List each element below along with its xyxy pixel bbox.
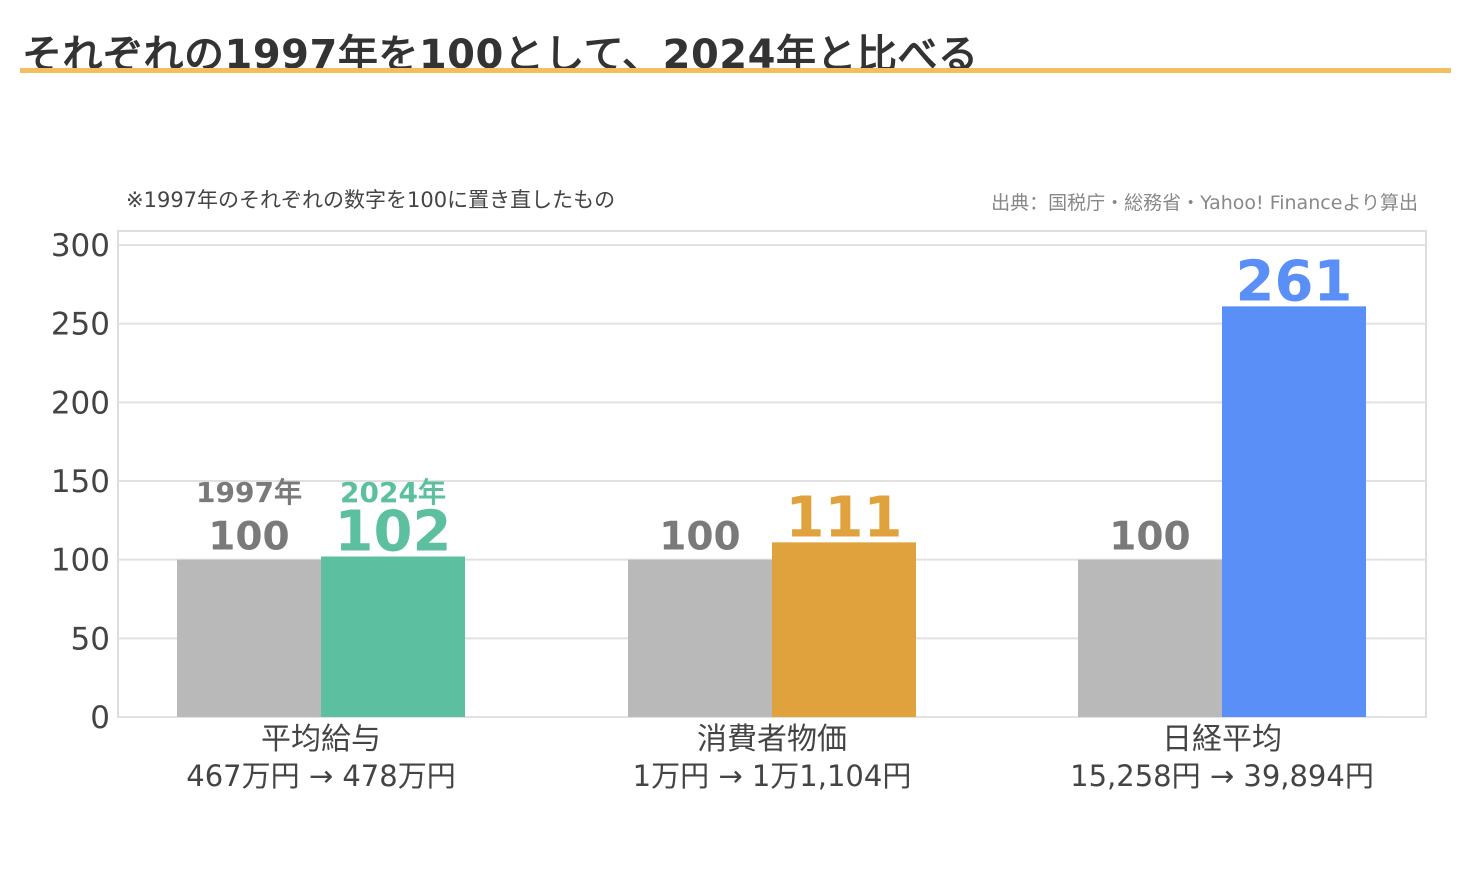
y-tick-label: 300 <box>51 228 110 264</box>
bars <box>177 306 1366 717</box>
bar-2024-0 <box>321 556 465 717</box>
y-tick-label: 200 <box>51 385 110 421</box>
bar-1997-0 <box>177 559 321 717</box>
category-label: 消費者物価 <box>697 722 847 757</box>
bar-2024-2 <box>1222 306 1366 717</box>
bar-1997-1 <box>628 559 772 717</box>
category-label: 平均給与 <box>261 722 381 757</box>
legend-1997: 1997年 <box>196 476 302 509</box>
value-label-2024: 102 <box>335 500 452 565</box>
labels: 0 50 100 150 200 250 300 100 102 1997年 2024年平均給与46… <box>51 228 1374 793</box>
y-tick-label: 150 <box>51 464 110 500</box>
y-tick-label: 0 <box>90 700 110 736</box>
value-label-1997: 100 <box>208 515 289 560</box>
title-underline <box>20 68 1451 73</box>
y-tick-label: 250 <box>51 307 110 343</box>
category-label: 日経平均 <box>1162 722 1282 757</box>
value-label-2024: 261 <box>1236 249 1353 314</box>
bar-2024-1 <box>772 542 916 717</box>
category-sublabel: 467万円 → 478万円 <box>186 759 455 793</box>
y-tick-label: 50 <box>71 621 110 657</box>
category-sublabel: 15,258円 → 39,894円 <box>1070 759 1374 793</box>
value-label-1997: 100 <box>659 515 740 560</box>
bar-1997-2 <box>1078 559 1222 717</box>
y-tick-label: 100 <box>51 543 110 579</box>
chart-source: 出典：国税庁・総務省・Yahoo! Financeより算出 <box>991 192 1418 214</box>
category-sublabel: 1万円 → 1万1,104円 <box>633 759 912 793</box>
value-label-1997: 100 <box>1109 515 1190 560</box>
chart-note: ※1997年のそれぞれの数字を100に置き直したもの <box>126 188 616 212</box>
legend-2024: 2024年 <box>340 476 446 509</box>
value-label-2024: 111 <box>786 485 903 550</box>
